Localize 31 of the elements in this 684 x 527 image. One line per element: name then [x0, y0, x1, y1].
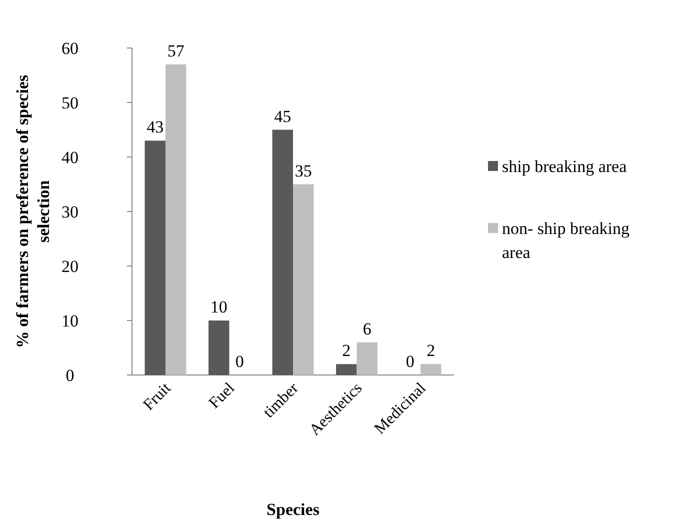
y-tick-label: 60 — [62, 39, 78, 58]
bar — [420, 364, 442, 375]
data-label: 35 — [294, 161, 312, 180]
bar — [144, 140, 166, 375]
legend-label: non- ship breaking area — [502, 219, 630, 262]
bar — [356, 342, 378, 375]
x-tick-label: Fruit — [140, 379, 175, 414]
y-tick-label: 30 — [62, 202, 78, 222]
bar — [208, 320, 230, 375]
data-label: 45 — [274, 106, 292, 126]
data-label: 0 — [406, 352, 414, 371]
data-label: 0 — [235, 352, 244, 371]
y-tick-label: 40 — [62, 148, 78, 167]
data-label: 10 — [210, 298, 228, 316]
data-label: 2 — [426, 341, 436, 360]
bar — [293, 184, 314, 375]
data-label: 2 — [342, 341, 351, 360]
bar — [336, 364, 357, 375]
y-tick-label: 10 — [62, 312, 78, 330]
data-label: 43 — [146, 118, 164, 137]
y-tick-label: 0 — [66, 366, 74, 385]
data-label: 6 — [362, 319, 372, 338]
x-tick-label: Fuel — [206, 379, 238, 412]
data-label: 57 — [167, 41, 185, 60]
y-axis-title: % of farmers on preference of species selection — [13, 74, 53, 348]
bar — [272, 130, 293, 375]
y-tick-label: 20 — [62, 257, 78, 276]
legend-label: ship breaking area — [502, 157, 628, 176]
y-tick-label: 50 — [62, 94, 78, 112]
x-axis-title: Species — [266, 500, 320, 519]
bar — [165, 64, 186, 375]
